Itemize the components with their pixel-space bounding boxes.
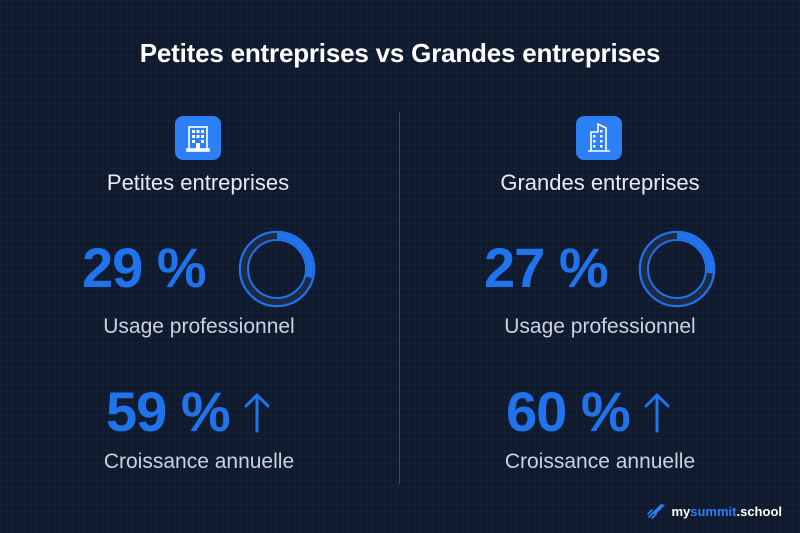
large-usage-value: 27 % — [484, 236, 609, 299]
small-business-panel: Petites entreprises 29 % Usage professio… — [82, 116, 316, 473]
small-growth-row: 59 % — [106, 384, 272, 440]
page-title: Petites entreprises vs Grandes entrepris… — [139, 38, 661, 68]
arrow-up-icon — [644, 393, 670, 433]
small-growth-value: 59 % — [106, 380, 231, 443]
brand-logo[interactable]: my summit .school — [647, 503, 782, 519]
office-building-icon — [175, 116, 221, 160]
large-growth-label: Croissance annuelle — [504, 450, 696, 473]
rocket-icon — [647, 504, 666, 519]
small-growth-label: Croissance annuelle — [103, 450, 295, 473]
arrow-up-icon — [244, 393, 270, 433]
large-growth-row: 60 % — [506, 384, 672, 440]
large-usage-ring — [638, 230, 716, 308]
large-growth-value: 60 % — [506, 380, 631, 443]
skyscraper-icon — [576, 116, 622, 160]
column-divider — [399, 112, 400, 484]
small-usage-value: 29 % — [82, 236, 207, 299]
brand-suffix: .school — [736, 503, 782, 519]
brand-accent: summit — [690, 503, 737, 519]
large-business-panel: Grandes entreprises 27 % Usage professio… — [400, 0, 800, 533]
small-usage-ring — [238, 230, 316, 308]
large-usage-label: Usage professionnel — [504, 315, 696, 338]
small-usage-label: Usage professionnel — [103, 315, 295, 338]
brand-prefix: my — [671, 503, 691, 519]
large-business-name: Grandes entreprises — [500, 170, 700, 195]
small-business-name: Petites entreprises — [106, 170, 290, 195]
